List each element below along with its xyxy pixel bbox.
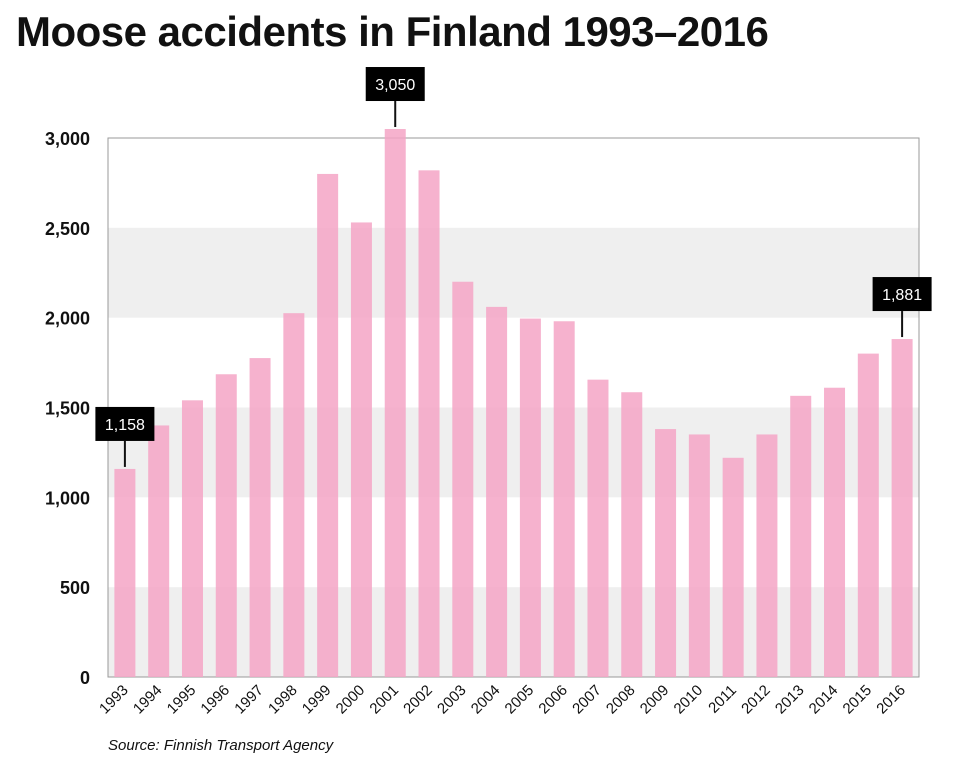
- y-tick-label: 500: [60, 578, 90, 598]
- bar: [688, 434, 710, 677]
- callout-label: 3,050: [375, 77, 415, 94]
- bar: [181, 400, 203, 677]
- x-tick-label: 2015: [840, 682, 876, 718]
- bar: [317, 173, 339, 677]
- x-tick-label: 1998: [265, 682, 301, 718]
- x-tick-label: 2007: [569, 682, 605, 718]
- bar: [486, 306, 508, 677]
- background-band: [108, 587, 919, 677]
- callout-label: 1,881: [882, 287, 922, 304]
- bar: [452, 281, 474, 677]
- bar: [790, 395, 812, 677]
- x-tick-label: 2014: [806, 682, 842, 718]
- y-tick-label: 1,500: [45, 399, 90, 419]
- bar: [621, 392, 643, 677]
- bar: [655, 429, 677, 677]
- x-tick-label: 2005: [502, 682, 538, 718]
- bar: [553, 321, 575, 677]
- bar: [756, 434, 778, 677]
- x-tick-label: 2000: [333, 682, 369, 718]
- x-axis-ticks: 1993199419951996199719981999200020012002…: [96, 682, 909, 718]
- callout: 3,050: [365, 67, 425, 128]
- bar: [350, 222, 372, 677]
- x-tick-label: 1999: [299, 682, 335, 718]
- x-tick-label: 1994: [130, 682, 166, 718]
- x-tick-label: 1993: [96, 682, 132, 718]
- y-tick-label: 0: [80, 668, 90, 688]
- y-tick-label: 2,500: [45, 219, 90, 239]
- bar: [891, 339, 913, 677]
- x-tick-label: 2002: [400, 682, 436, 718]
- callouts: 1,158 3,050 1,881: [95, 67, 932, 467]
- background-band: [108, 227, 919, 318]
- y-tick-label: 3,000: [45, 129, 90, 149]
- x-tick-label: 1996: [197, 682, 233, 718]
- x-tick-label: 2006: [535, 682, 571, 718]
- source-note: Source: Finnish Transport Agency: [108, 737, 334, 754]
- bar: [857, 353, 879, 677]
- x-tick-label: 1995: [164, 682, 200, 718]
- x-tick-label: 2010: [671, 682, 707, 718]
- bar: [249, 358, 271, 677]
- bar: [824, 387, 846, 677]
- x-tick-label: 1997: [231, 682, 267, 718]
- background-band: [108, 407, 919, 498]
- callout: 1,881: [872, 277, 932, 338]
- background-bands: [108, 227, 919, 677]
- bar: [587, 379, 609, 677]
- chart-title: Moose accidents in Finland 1993–2016: [16, 8, 769, 55]
- x-tick-label: 2003: [434, 682, 470, 718]
- callout-box: [365, 67, 425, 102]
- x-tick-label: 2004: [468, 682, 504, 718]
- x-tick-label: 2008: [603, 682, 639, 718]
- callout-box: [872, 277, 932, 312]
- x-tick-label: 2001: [366, 682, 402, 718]
- bar: [384, 129, 406, 677]
- x-tick-label: 2013: [772, 682, 808, 718]
- x-tick-label: 2011: [705, 682, 740, 717]
- y-axis-ticks: 0 500 1,000 1,500 2,000 2,500 3,000: [45, 129, 90, 688]
- bar: [519, 318, 541, 677]
- callout-box: [95, 406, 155, 441]
- bar: [283, 313, 305, 677]
- bar: [114, 468, 136, 677]
- bars: [114, 129, 913, 677]
- y-tick-label: 1,000: [45, 488, 90, 508]
- callout: 1,158: [95, 406, 155, 467]
- y-tick-label: 2,000: [45, 309, 90, 329]
- bar: [148, 425, 170, 677]
- x-tick-label: 2012: [738, 682, 774, 718]
- x-tick-label: 2009: [637, 682, 673, 718]
- callout-label: 1,158: [105, 417, 145, 434]
- bar: [722, 457, 744, 677]
- x-tick-label: 2016: [873, 682, 909, 718]
- bar: [215, 374, 237, 677]
- bar: [418, 170, 440, 677]
